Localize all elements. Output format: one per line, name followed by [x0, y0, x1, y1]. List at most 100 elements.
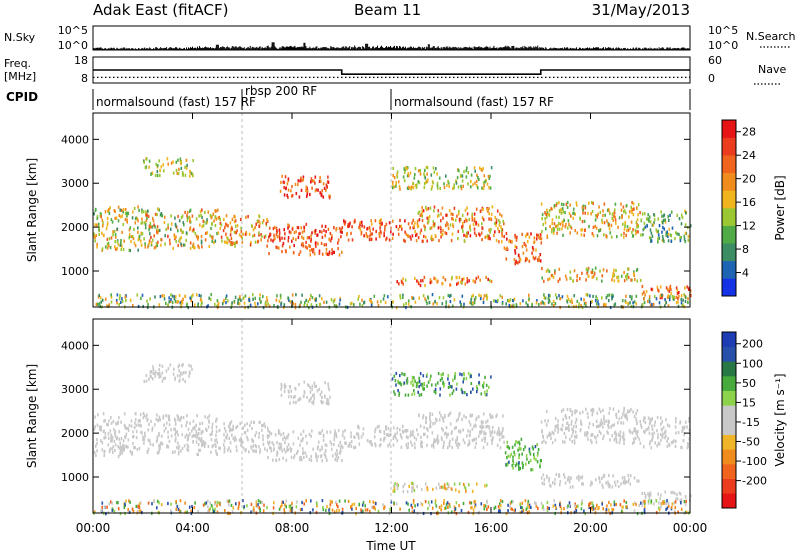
scatter-cell	[571, 440, 573, 444]
scatter-cell	[160, 165, 163, 169]
scatter-cell	[353, 435, 355, 439]
scatter-cell	[457, 229, 460, 233]
scatter-cell	[120, 247, 123, 252]
scatter-cell	[447, 483, 450, 487]
scatter-cell	[396, 439, 399, 443]
scatter-cell	[217, 231, 220, 235]
scatter-cell	[405, 302, 407, 306]
scatter-cell	[525, 256, 527, 261]
scatter-cell	[170, 298, 172, 302]
scatter-cell	[570, 419, 573, 423]
scatter-cell	[198, 214, 200, 218]
scatter-cell	[159, 418, 161, 422]
scatter-cell	[456, 176, 459, 180]
scatter-cell	[573, 435, 576, 439]
scatter-cell	[152, 368, 155, 372]
scatter-cell	[258, 297, 261, 301]
scatter-cell	[175, 239, 177, 244]
scatter-cell	[491, 431, 493, 435]
scatter-cell	[118, 416, 120, 420]
scatter-cell	[541, 440, 543, 445]
scatter-cell	[427, 500, 430, 504]
scatter-cell	[262, 438, 264, 442]
scatter-cell	[657, 501, 660, 505]
scatter-cell	[411, 221, 413, 225]
scatter-cell	[181, 301, 184, 305]
scatter-cell	[287, 239, 290, 243]
scatter-cell	[266, 219, 269, 223]
radar-title: Adak East (fitACF)	[93, 1, 228, 19]
scatter-cell	[484, 436, 487, 440]
scatter-cell	[360, 230, 363, 235]
scatter-cell	[323, 300, 325, 304]
scatter-cell	[631, 201, 633, 205]
scatter-cell	[107, 423, 109, 427]
scatter-cell	[192, 242, 195, 246]
scatter-cell	[675, 416, 677, 421]
scatter-cell	[108, 208, 110, 212]
scatter-cell	[487, 236, 490, 241]
scatter-cell	[517, 464, 520, 468]
scatter-cell	[423, 432, 425, 436]
scatter-cell	[620, 233, 623, 237]
scatter-cell	[641, 284, 644, 289]
scatter-cell	[204, 415, 206, 419]
scatter-cell	[656, 230, 658, 234]
scatter-cell	[231, 301, 233, 305]
scatter-cell	[551, 430, 554, 434]
scatter-cell	[491, 438, 494, 442]
scatter-cell	[631, 210, 633, 215]
scatter-cell	[247, 215, 249, 219]
scatter-cell	[345, 441, 347, 445]
scatter-cell	[290, 448, 293, 452]
scatter-cell	[675, 439, 677, 443]
scatter-cell	[269, 232, 271, 236]
scatter-cell	[463, 414, 465, 418]
scatter-cell	[675, 431, 677, 435]
scatter-cell	[442, 380, 445, 384]
scatter-cell	[261, 234, 263, 238]
scatter-cell	[125, 432, 128, 436]
scatter-cell	[591, 440, 593, 445]
scatter-cell	[312, 447, 314, 451]
scatter-cell	[657, 229, 659, 233]
scatter-cell	[457, 417, 459, 421]
scatter-cell	[95, 444, 97, 448]
scatter-cell	[450, 212, 452, 216]
scatter-cell	[292, 400, 295, 404]
scatter-cell	[266, 298, 269, 303]
scatter-cell	[569, 485, 572, 489]
scatter-cell	[146, 413, 148, 417]
scatter-cell	[179, 510, 182, 514]
scatter-cell	[591, 200, 593, 205]
scatter-cell	[545, 269, 548, 273]
scatter-cell	[158, 368, 160, 372]
scatter-cell	[325, 458, 328, 462]
scatter-cell	[158, 303, 161, 307]
scatter-cell	[631, 431, 634, 435]
nsearch-tick-bottom: 10^0	[708, 39, 738, 52]
scatter-cell	[253, 420, 255, 424]
scatter-cell	[459, 372, 461, 376]
scatter-cell	[459, 411, 461, 416]
scatter-cell	[611, 297, 613, 301]
scatter-cell	[614, 480, 616, 484]
scatter-cell	[300, 226, 303, 230]
scatter-cell	[150, 419, 152, 423]
scatter-cell	[331, 500, 333, 504]
scatter-cell	[460, 303, 462, 307]
scatter-cell	[402, 175, 405, 179]
scatter-cell	[230, 240, 232, 245]
scatter-cell	[669, 284, 672, 288]
scatter-cell	[662, 221, 664, 225]
scatter-cell	[685, 499, 687, 503]
scatter-cell	[101, 501, 104, 505]
scatter-cell	[465, 169, 468, 173]
scatter-cell	[148, 439, 151, 443]
scatter-cell	[603, 421, 606, 426]
scatter-cell	[329, 395, 331, 399]
scatter-cell	[661, 420, 663, 424]
scatter-cell	[200, 239, 203, 243]
scatter-cell	[460, 173, 462, 177]
scatter-cell	[103, 233, 105, 238]
